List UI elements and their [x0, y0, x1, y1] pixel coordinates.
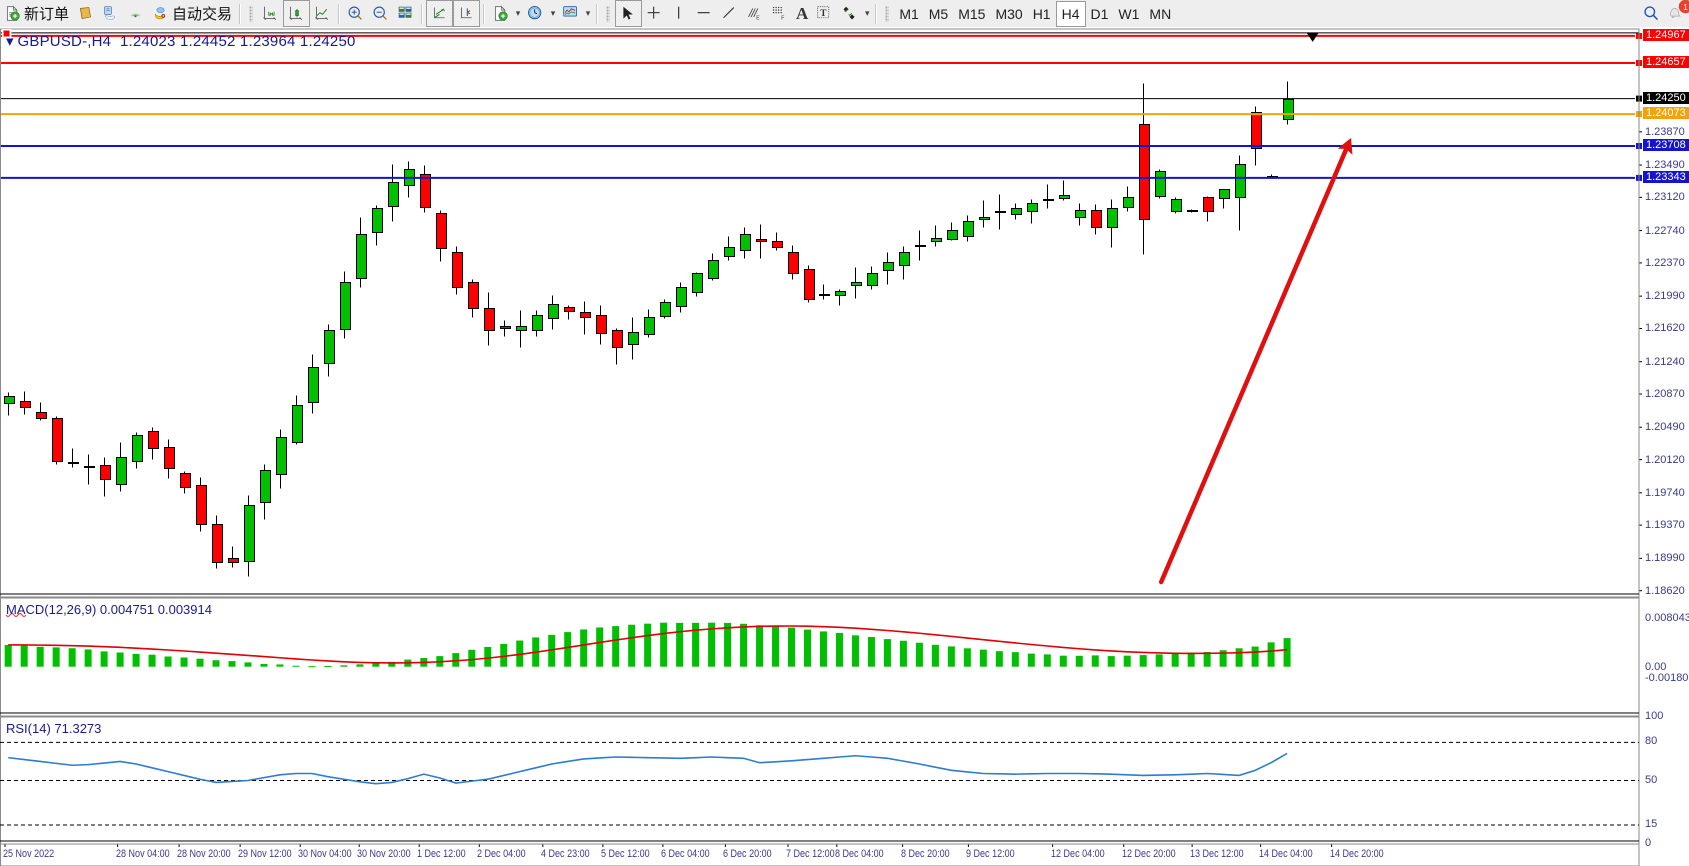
svg-text:T: T — [821, 9, 828, 19]
svg-text:F: F — [781, 15, 784, 21]
svg-text:1: 1 — [1683, 3, 1688, 12]
svg-text:E: E — [756, 15, 760, 21]
